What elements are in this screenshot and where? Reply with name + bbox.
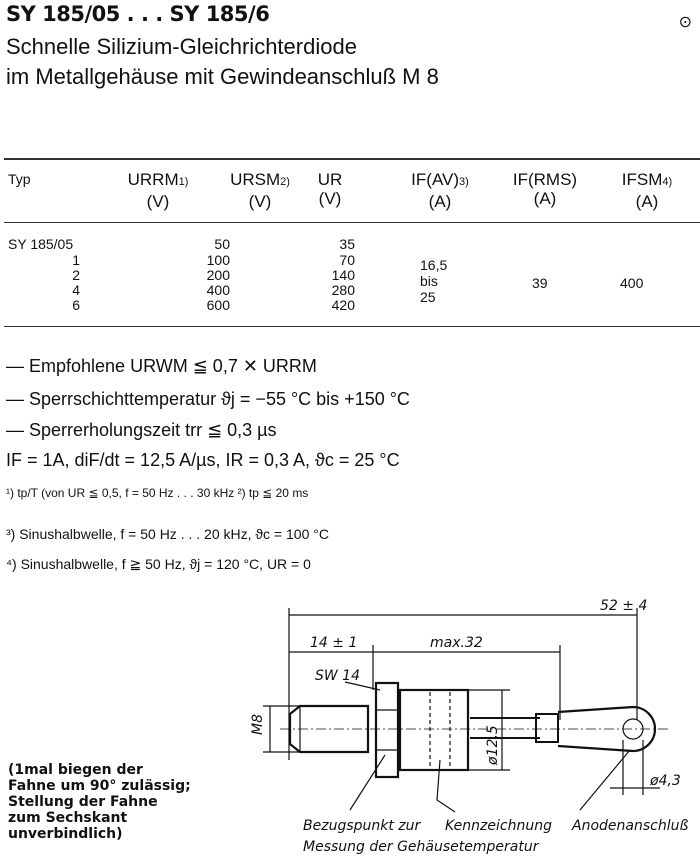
ur-cell: 140	[331, 267, 355, 283]
ur-cell: 420	[331, 297, 355, 313]
note-line: zum Sechskant	[8, 810, 128, 826]
footnote-1-2: ¹) tp/T (von UR ≦ 0,5, f = 50 Hz . . . 3…	[6, 486, 309, 500]
overall-length-label: 52 ± 4	[600, 598, 647, 614]
type-cell: SY 185/05	[8, 236, 74, 252]
ifav-cell: 25	[420, 289, 436, 305]
hex-nut	[374, 681, 400, 779]
col-ursm: URSM2) (V)	[230, 170, 290, 211]
table-top-rule	[4, 158, 700, 160]
spec-junction-temp: — Sperrschichttemperatur ϑj = −55 °C bis…	[6, 389, 410, 409]
table-header-rule	[4, 222, 700, 223]
crimp-sleeve	[535, 713, 559, 743]
wrench-size-label: SW 14	[315, 668, 360, 684]
note-line: (1mal biegen der	[8, 762, 143, 778]
urrm-cell: 600	[206, 297, 230, 313]
marking-label: Kennzeichnung	[445, 818, 552, 834]
case-body	[398, 688, 470, 772]
note-line: Stellung der Fahne	[8, 794, 158, 810]
ifav-cell: 16,5	[420, 257, 448, 273]
page-title: SY 185/05 . . . SY 185/6	[6, 2, 270, 26]
subtitle-line-2: im Metallgehäuse mit Gewindeanschluß M 8	[6, 64, 439, 89]
corner-mark: ⊙	[678, 12, 692, 31]
col-typ: Typ	[8, 171, 31, 187]
col-ifav: IF(AV)3) (A)	[411, 170, 469, 211]
col-ifrms: IF(RMS) (A)	[512, 170, 578, 208]
footnote-4: ⁴) Sinushalbwelle, f ≧ 50 Hz, ϑj = 120 °…	[6, 556, 311, 572]
urrm-cell: 100	[206, 252, 230, 268]
ur-cell: 35	[339, 236, 355, 252]
note-line: Fahne um 90° zulässig;	[8, 778, 191, 794]
col-ifsm: IFSM4) (A)	[621, 170, 673, 211]
anode-label: Anodenanschluß	[571, 818, 688, 834]
col-ur: UR (V)	[317, 170, 343, 208]
bending-note: (1mal biegen der Fahne um 90° zulässig; …	[8, 762, 191, 842]
ifav-cell: bis	[420, 273, 438, 289]
col-urrm: URRM1) (V)	[127, 170, 189, 211]
table-bottom-rule	[4, 326, 700, 327]
ref-point-label: Bezugspunkt zur	[303, 818, 422, 834]
thread-size-label: M8	[250, 714, 266, 735]
body-length-label: max.32	[430, 635, 483, 651]
note-line: unverbindlich)	[8, 826, 123, 842]
spec-urwm: — Empfohlene URWM ≦ 0,7 ✕ URRM	[6, 356, 317, 376]
type-cell: 1	[72, 252, 80, 268]
ur-cell: 70	[339, 252, 355, 268]
ur-cell: 280	[331, 282, 355, 298]
urrm-cell: 400	[206, 282, 230, 298]
thread-length-label: 14 ± 1	[310, 635, 357, 651]
type-cell: 6	[72, 297, 80, 313]
urrm-cell: 200	[206, 267, 230, 283]
ref-point-label-2: Messung der Gehäusetemperatur	[303, 839, 540, 855]
footnote-3: ³) Sinushalbwelle, f = 50 Hz . . . 20 kH…	[6, 526, 329, 542]
subtitle-line-1: Schnelle Silizium-Gleichrichterdiode	[6, 34, 357, 59]
spec-recovery-time: — Sperrerholungszeit trr ≦ 0,3 µs	[6, 420, 277, 440]
urrm-cell: 50	[214, 236, 230, 252]
ifrms-cell: 39	[532, 275, 548, 291]
body-diameter-label: ø12,5	[485, 725, 501, 766]
spec-test-conditions: IF = 1A, diF/dt = 12,5 A/µs, IR = 0,3 A,…	[6, 450, 400, 470]
hole-diameter-label: ø4,3	[649, 773, 681, 789]
ifsm-cell: 400	[620, 275, 644, 291]
type-cell: 4	[72, 282, 80, 298]
type-cell: 2	[72, 267, 80, 283]
